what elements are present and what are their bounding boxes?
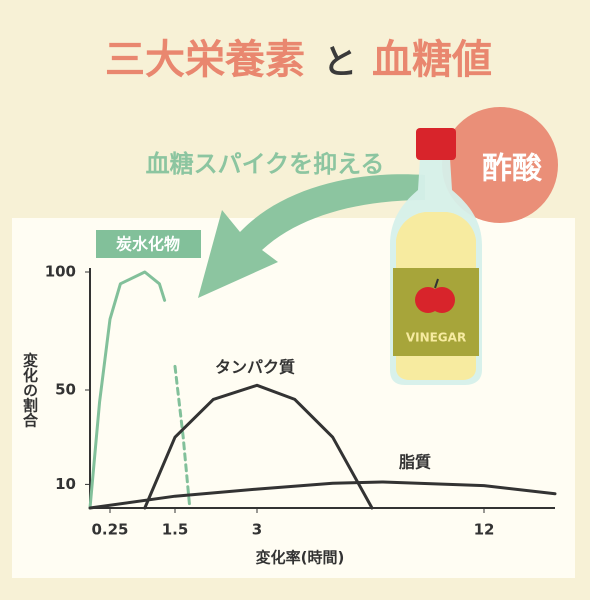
series-label: 炭水化物	[116, 235, 180, 254]
title-part: 血糖値	[372, 37, 492, 83]
y-tick-label: 50	[55, 381, 76, 399]
series-line	[173, 364, 192, 510]
x-tick-label: 3	[252, 521, 262, 539]
series-label: 脂質	[399, 453, 431, 472]
x-axis-title: 変化率(時間)	[256, 549, 345, 567]
legend-box	[96, 230, 201, 258]
bottle-label: VINEGAR	[406, 331, 466, 345]
series-line	[88, 480, 557, 510]
title-part: と	[323, 43, 357, 83]
arrow	[198, 174, 425, 298]
x-tick-label: 0.25	[91, 521, 128, 539]
series-line	[143, 383, 374, 510]
y-tick-label: 10	[55, 475, 76, 493]
y-axis-title: 変化の割合	[21, 352, 39, 429]
series-line	[88, 270, 167, 510]
x-tick-label: 12	[474, 521, 495, 539]
title-part: 三大栄養素	[105, 37, 305, 83]
x-tick-label: 1.5	[162, 521, 189, 539]
y-tick-label: 100	[45, 263, 76, 281]
badge-text: 酢酸	[482, 152, 543, 187]
badge-circle	[442, 107, 558, 223]
annotation: 血糖スパイクを抑える	[146, 150, 385, 178]
bottle	[390, 128, 482, 385]
series-label: タンパク質	[215, 358, 295, 377]
